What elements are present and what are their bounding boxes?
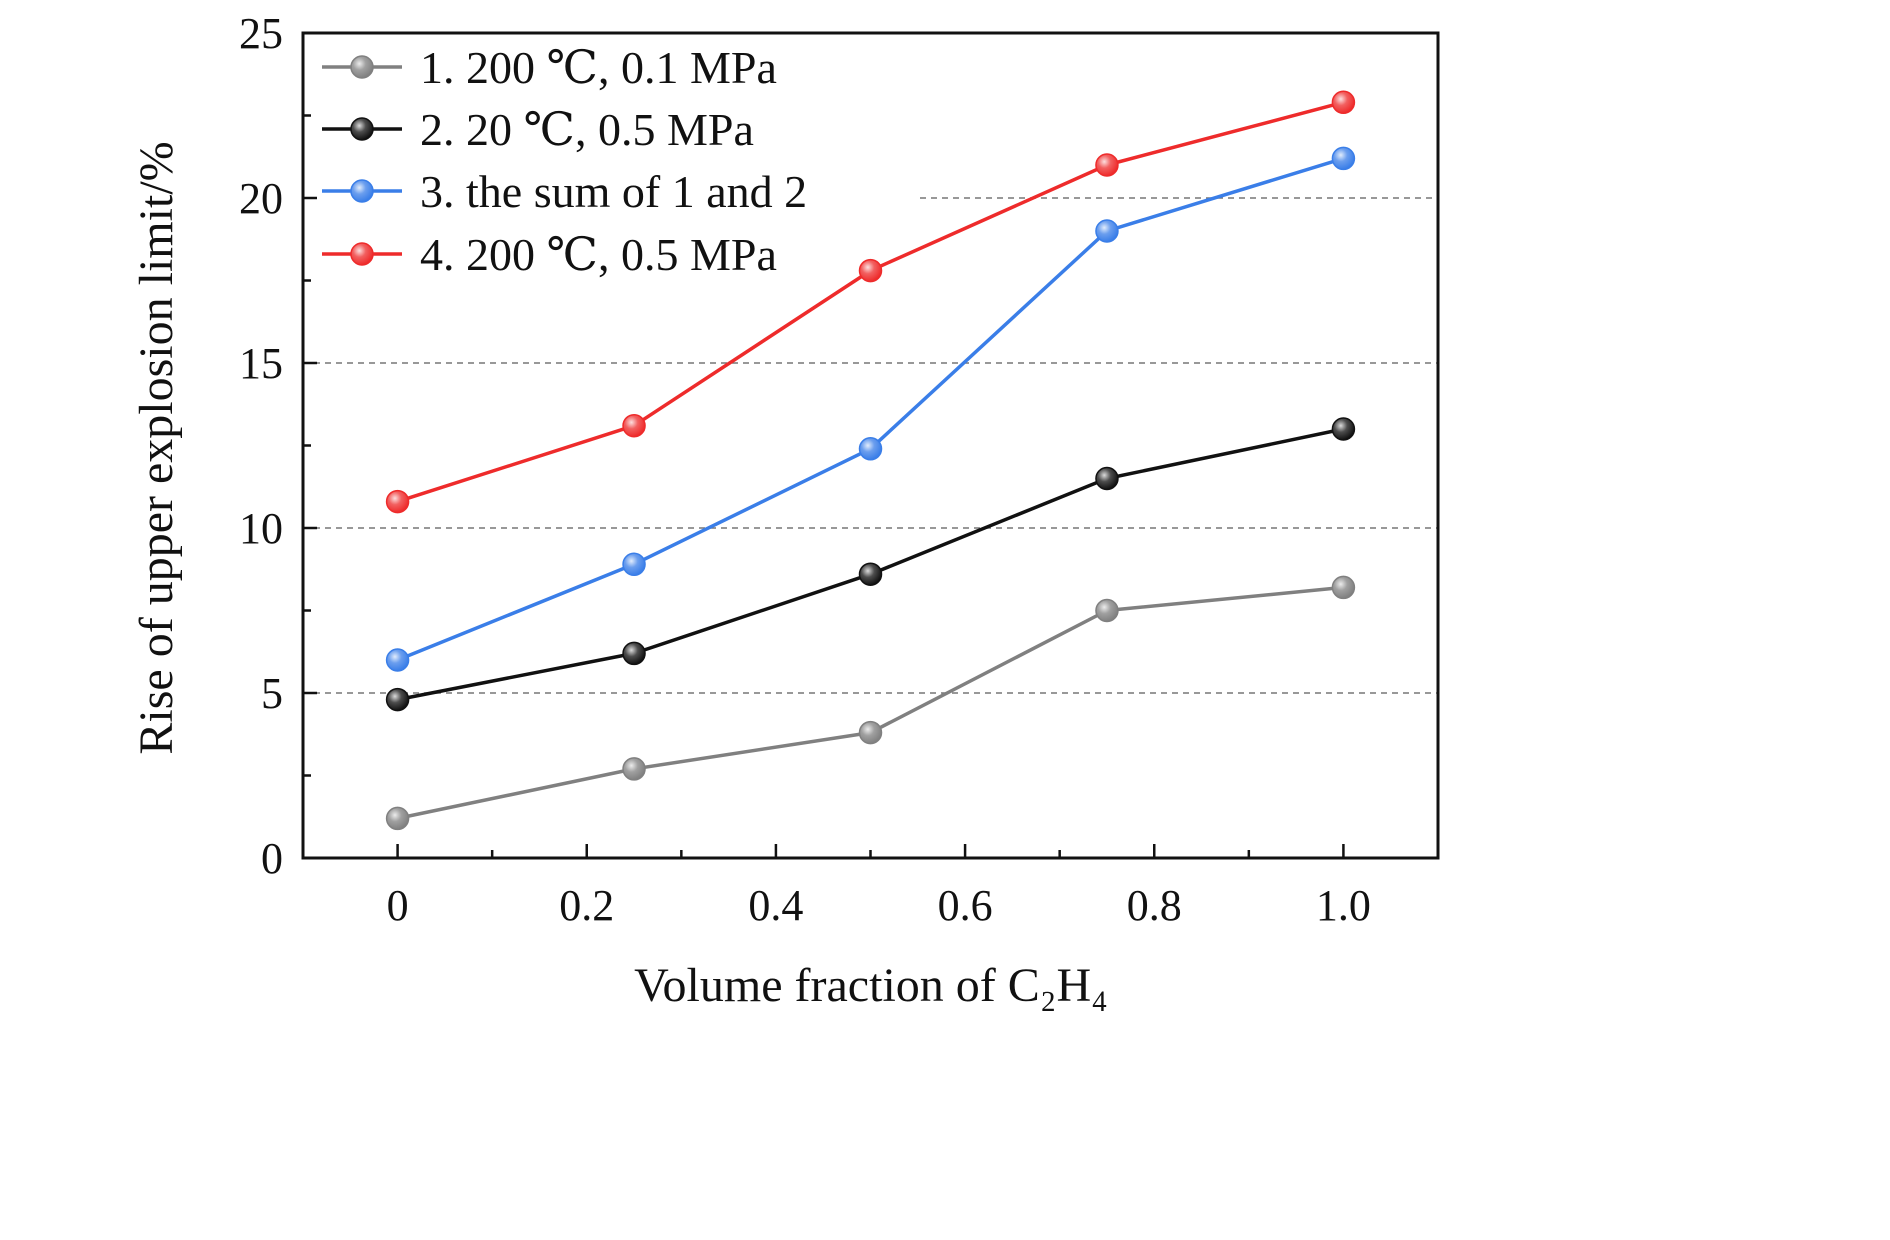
y-tick-label: 5: [261, 669, 283, 718]
y-tick-label: 25: [239, 9, 283, 58]
data-point: [622, 552, 646, 577]
x-tick-label: 0.2: [559, 881, 614, 930]
legend-label: 4. 200 ℃, 0.5 MPa: [420, 229, 777, 280]
x-tick-label: 0.6: [938, 881, 993, 930]
axis-tick-labels: 0 5 10 15 20 25 0 0.2 0.4 0.6 0.8 1.0: [239, 9, 1371, 930]
data-point: [385, 806, 410, 831]
legend-marker: [350, 242, 374, 266]
data-point: [385, 489, 410, 514]
series-1: [385, 575, 1356, 831]
data-point: [622, 641, 646, 666]
data-point: [1095, 219, 1119, 243]
data-point: [1331, 90, 1356, 115]
legend-marker: [350, 117, 374, 141]
legend-marker: [350, 55, 374, 79]
data-point: [385, 687, 410, 712]
series-4: [385, 90, 1356, 514]
data-point: [1095, 153, 1119, 177]
data-series: [385, 90, 1356, 831]
data-point: [858, 437, 883, 461]
legend-label: 1. 200 ℃, 0.1 MPa: [420, 42, 777, 93]
legend-item-1: 1. 200 ℃, 0.1 MPa: [322, 42, 777, 93]
data-point: [385, 648, 410, 672]
y-tick-label: 20: [239, 174, 283, 223]
grid-lines: [303, 197, 1438, 694]
data-point: [1331, 417, 1356, 441]
legend: 1. 200 ℃, 0.1 MPa 2. 20 ℃, 0.5 MPa 3. the …: [322, 42, 807, 280]
axis-ticks: [303, 31, 1345, 860]
legend-item-4: 4. 200 ℃, 0.5 MPa: [322, 229, 777, 280]
legend-label: 3. the sum of 1 and 2: [420, 166, 807, 217]
series-line: [397, 585, 1344, 821]
series-3: [385, 146, 1356, 672]
legend-item-2: 2. 20 ℃, 0.5 MPa: [322, 104, 754, 155]
series-2: [385, 417, 1356, 712]
x-tick-label: 0.8: [1127, 881, 1182, 930]
x-tick-label: 0: [387, 881, 409, 930]
legend-marker: [350, 179, 374, 203]
data-point: [858, 562, 883, 586]
data-point: [1331, 146, 1356, 171]
data-point: [622, 757, 646, 781]
chart: 0 5 10 15 20 25 0 0.2 0.4 0.6 0.8 1.0 1. 200 ℃, 0.1…: [130, 9, 1440, 1012]
x-tick-label: 1.0: [1316, 881, 1371, 930]
data-point: [1095, 466, 1119, 491]
y-tick-label: 15: [239, 339, 283, 388]
y-tick-label: 0: [261, 834, 283, 883]
x-tick-label: 0.4: [748, 881, 803, 930]
legend-label: 2. 20 ℃, 0.5 MPa: [420, 104, 754, 155]
y-tick-label: 10: [239, 504, 283, 553]
data-point: [622, 413, 646, 438]
data-point: [858, 258, 883, 283]
y-axis-title: Rise of upper explosion limit/%: [130, 141, 183, 754]
data-point: [1095, 598, 1119, 623]
legend-item-3: 3. the sum of 1 and 2: [322, 166, 807, 217]
x-axis-title: Volume fraction of C₂H₄: [634, 959, 1108, 1012]
data-point: [858, 720, 883, 745]
data-point: [1331, 575, 1356, 600]
